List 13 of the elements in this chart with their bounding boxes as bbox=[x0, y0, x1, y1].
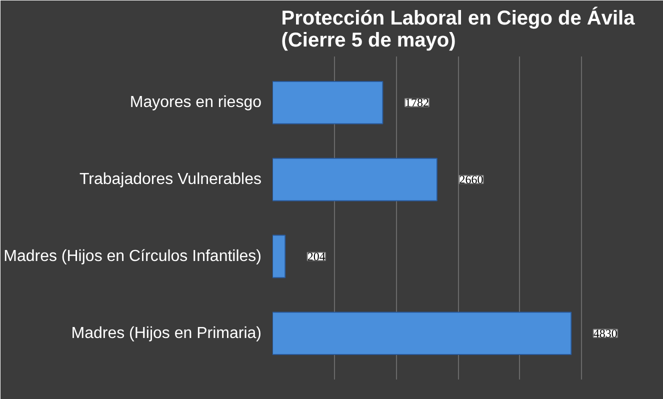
data-label: 2660 bbox=[459, 172, 484, 187]
chart-title: Protección Laboral en Ciego de Ávila (Cierre 5 de mayo) bbox=[281, 6, 636, 52]
bar bbox=[272, 158, 438, 202]
bar bbox=[272, 80, 384, 124]
y-tick-label: Mayores en riesgo bbox=[130, 94, 262, 112]
y-tick-label: Madres (Hijos en Círculos Infantiles) bbox=[4, 248, 262, 265]
bar bbox=[272, 312, 572, 356]
data-label: 1782 bbox=[404, 96, 429, 110]
y-tick-label: Trabajadores Vulnerables bbox=[79, 171, 262, 188]
data-label: 4830 bbox=[593, 326, 618, 340]
bar bbox=[272, 234, 286, 278]
y-tick-label: Madres (Hijos en Primaria) bbox=[71, 324, 262, 342]
data-label: 204 bbox=[307, 249, 326, 264]
